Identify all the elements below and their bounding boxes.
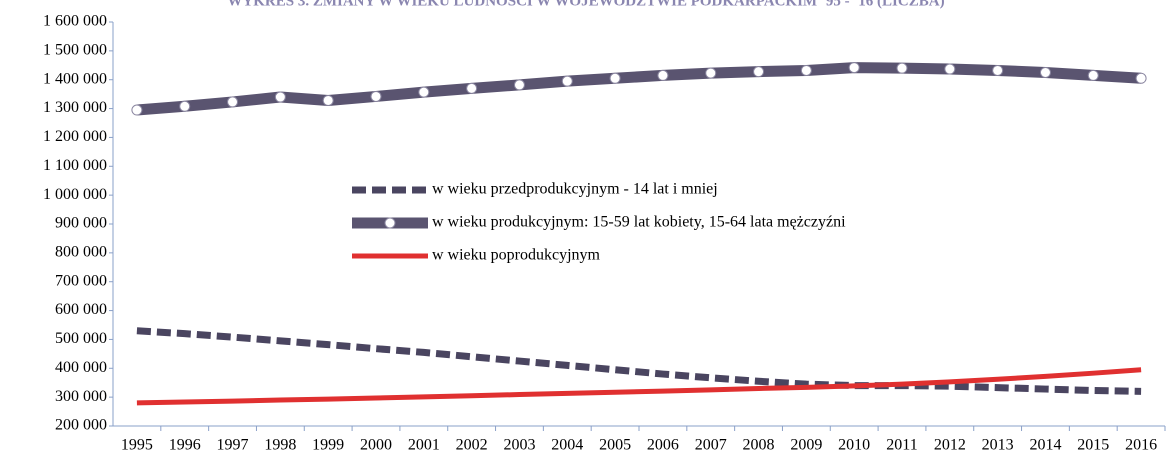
- point: [227, 96, 239, 108]
- x-tick-label: 2007: [695, 437, 727, 454]
- x-tick-label: 2001: [408, 437, 440, 454]
- point: [370, 90, 382, 102]
- x-tick-label: 2000: [360, 437, 392, 454]
- chart-title: WYKRES 3. ZMIANY W WIEKU LUDNOŚCI W WOJE…: [227, 0, 944, 9]
- x-tick-label: 2009: [790, 437, 822, 454]
- y-tick-label: 500 000: [55, 330, 107, 347]
- y-tick-label: 600 000: [55, 301, 107, 318]
- point: [131, 104, 143, 116]
- series-line: [136, 327, 1142, 395]
- y-tick-label: 800 000: [55, 244, 107, 261]
- series-line: [136, 62, 1142, 116]
- x-tick-label: 2008: [743, 437, 775, 454]
- point: [418, 86, 430, 98]
- point: [753, 66, 765, 78]
- point: [657, 69, 669, 81]
- point: [179, 100, 191, 112]
- point: [944, 63, 956, 75]
- y-tick-label: 1 600 000: [43, 13, 107, 30]
- x-tick-label: 1999: [312, 437, 344, 454]
- point: [609, 72, 621, 84]
- y-tick-label: 900 000: [55, 215, 107, 232]
- legend-label: w wieku przedprodukcyjnym - 14 lat i mni…: [432, 181, 718, 198]
- y-tick-label: 400 000: [55, 359, 107, 376]
- series-line: [136, 367, 1142, 406]
- x-tick-label: 2014: [1029, 437, 1061, 454]
- point: [561, 75, 573, 87]
- x-tick-label: 2012: [934, 437, 966, 454]
- point: [466, 82, 478, 94]
- y-tick-label: 1 100 000: [43, 157, 107, 174]
- x-tick-label: 1998: [264, 437, 296, 454]
- y-tick-label: 1 400 000: [43, 70, 107, 87]
- legend-label: w wieku produkcyjnym: 15-59 lat kobiety,…: [432, 214, 846, 231]
- x-tick-label: 1997: [217, 437, 249, 454]
- y-tick-label: 1 000 000: [43, 186, 107, 203]
- x-tick-label: 2011: [886, 437, 917, 454]
- point: [513, 79, 525, 91]
- point: [1039, 67, 1051, 78]
- x-tick-label: 2006: [647, 437, 679, 454]
- point: [274, 91, 286, 103]
- legend-label: w wieku poprodukcyjnym: [432, 247, 601, 264]
- x-tick-label: 2015: [1077, 437, 1109, 454]
- point: [705, 67, 717, 79]
- point: [800, 64, 812, 76]
- x-tick-label: 1996: [169, 437, 201, 454]
- x-tick-label: 2016: [1125, 437, 1157, 454]
- y-tick-label: 700 000: [55, 272, 107, 289]
- point: [848, 62, 860, 74]
- point: [1087, 69, 1099, 81]
- x-tick-label: 2003: [503, 437, 535, 454]
- y-tick-label: 200 000: [55, 417, 107, 434]
- point: [1135, 72, 1147, 84]
- y-tick-label: 300 000: [55, 388, 107, 405]
- point: [992, 64, 1004, 76]
- x-tick-label: 2010: [838, 437, 870, 454]
- legend-marker: [384, 217, 396, 229]
- x-tick-label: 2013: [982, 437, 1014, 454]
- y-tick-label: 1 300 000: [43, 99, 107, 116]
- y-tick-label: 1 200 000: [43, 128, 107, 145]
- x-tick-label: 2004: [551, 437, 583, 454]
- point: [322, 94, 334, 106]
- x-tick-label: 1995: [121, 437, 153, 454]
- x-tick-label: 2002: [456, 437, 488, 454]
- x-tick-label: 2005: [599, 437, 631, 454]
- y-tick-label: 1 500 000: [43, 42, 107, 59]
- point: [896, 62, 908, 74]
